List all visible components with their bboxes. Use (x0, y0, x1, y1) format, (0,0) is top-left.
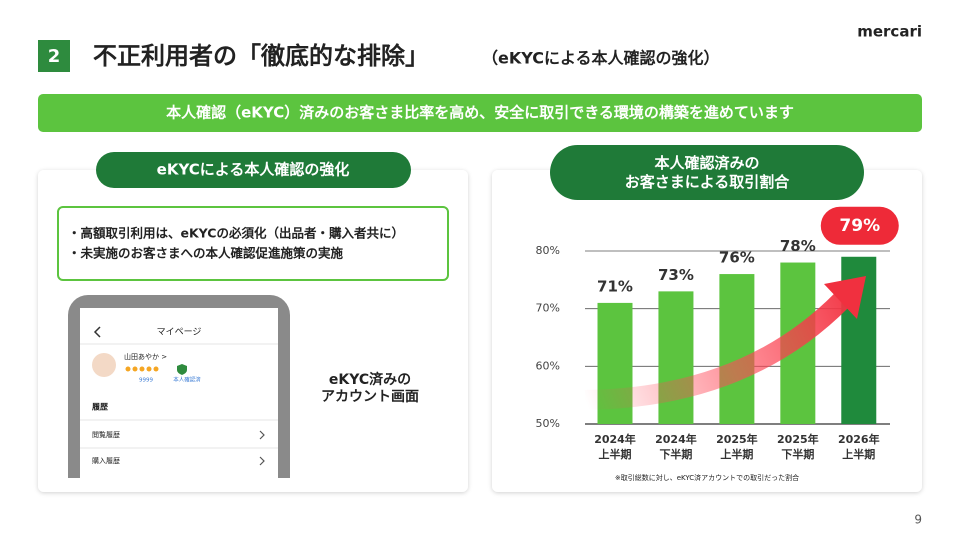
left-pill (96, 152, 411, 188)
bar (658, 291, 694, 424)
verified-icon (177, 364, 187, 375)
phone-screen (80, 308, 278, 478)
left-title: eKYCによる本人確認の強化 (157, 161, 350, 179)
value-label: 76% (719, 249, 755, 267)
phone-count: 9999 (139, 378, 153, 384)
y-tick-label: 50% (536, 417, 560, 430)
section-number: 2 (48, 46, 61, 67)
trend-arrow (584, 292, 850, 410)
phone-user: 山田あやか > (124, 352, 167, 361)
banner (38, 94, 922, 132)
rating-stars (125, 366, 159, 372)
logo: mercari (857, 23, 922, 41)
footnote: ※取引総数に対し、eKYC済アカウントでの取引だった割合 (615, 473, 799, 482)
slide-subtitle: （eKYCによる本人確認の強化） (482, 49, 720, 68)
x-tick-label: 2025年下半期 (777, 432, 819, 461)
x-tick-label: 2024年下半期 (655, 432, 697, 461)
slide-title: 不正利用者の「徹底的な排除」 (93, 42, 429, 70)
chart-pill (550, 145, 864, 200)
highlight-pill (820, 206, 899, 245)
phone-item: 購入履歴 (92, 456, 120, 465)
value-label: 78% (780, 237, 816, 255)
trend-arrow-head (824, 276, 866, 319)
y-tick-label: 60% (536, 359, 560, 372)
bullet: ・未実施のお客さまへの本人確認促進施策の実施 (68, 246, 344, 261)
x-tick-label: 2024年上半期 (594, 432, 636, 461)
bullet-box (57, 206, 449, 281)
x-tick-label: 2025年上半期 (716, 432, 758, 461)
phone-caption: eKYC済みのアカウント画面 (321, 371, 419, 405)
back-icon (93, 326, 101, 338)
value-label: 73% (658, 266, 694, 284)
phone-item: 閲覧履歴 (92, 430, 120, 439)
page-number: 9 (914, 513, 922, 527)
chevron (259, 456, 265, 466)
y-tick-label: 80% (536, 244, 560, 257)
value-label: 71% (597, 277, 633, 295)
phone-section: 履歴 (91, 402, 108, 412)
bar (719, 274, 755, 424)
phone-badge: 本人確認済 (173, 376, 201, 384)
x-tick-label: 2026年上半期 (838, 432, 880, 461)
section-badge (38, 40, 70, 72)
labels: 2024年上半期 71% 2024年下半期 73% 2025年上半期 76% 2025年下半… (594, 206, 899, 461)
avatar (92, 353, 116, 377)
bullet: ・高額取引利用は、eKYCの必須化（出品者・購入者共に） (68, 226, 404, 241)
y-tick-label: 70% (536, 302, 560, 315)
value-label: 79% (839, 216, 880, 236)
chevron (259, 430, 265, 440)
banner-text: 本人確認（eKYC）済みのお客さま比率を高め、安全に取引できる環境の構築を進めて… (166, 104, 794, 122)
phone-header: マイページ (157, 328, 202, 338)
chart-title: 本人確認済みのお客さまによる取引割合 (625, 154, 791, 191)
